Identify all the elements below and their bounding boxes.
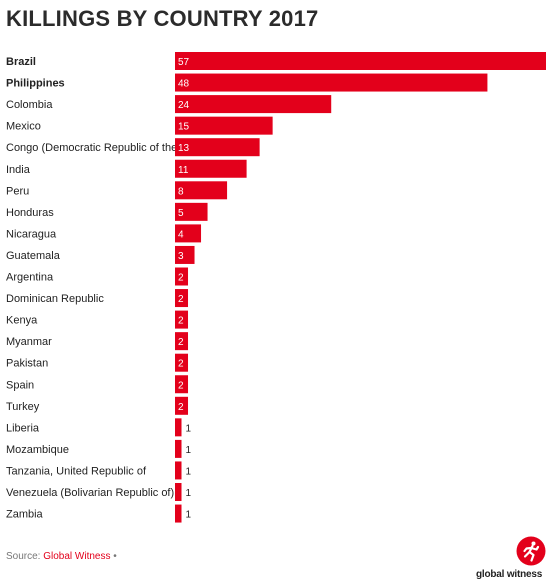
value-label: 8 [178, 186, 184, 197]
bar [175, 159, 247, 178]
value-label: 57 [178, 57, 190, 68]
bar-row: Nicaragua 4 [6, 224, 202, 243]
value-label: 3 [178, 251, 184, 262]
value-label: 1 [186, 466, 192, 477]
bar-row: Pakistan 2 [6, 353, 189, 372]
category-label: Argentina [6, 272, 54, 284]
category-label: Honduras [6, 207, 54, 219]
value-label: 11 [178, 165, 189, 176]
value-label: 2 [178, 273, 184, 284]
category-label: Kenya [6, 315, 38, 327]
bar [175, 418, 182, 437]
bar-row: Mozambique 1 [6, 439, 192, 458]
logo-text: global witness [476, 569, 543, 580]
bar-row: Myanmar 2 [6, 332, 189, 351]
category-label: Liberia [6, 422, 40, 434]
value-label: 1 [186, 488, 192, 499]
bar-row: Venezuela (Bolivarian Republic of) 1 [6, 483, 192, 501]
category-label: Zambia [6, 509, 44, 521]
bar [175, 138, 260, 157]
value-label: 1 [186, 445, 192, 456]
bar-row: Zambia 1 [6, 504, 192, 523]
category-label: Dominican Republic [6, 293, 104, 305]
global-witness-logo-icon [516, 536, 546, 566]
category-label: Spain [6, 379, 34, 391]
category-label: Colombia [6, 99, 53, 111]
bar-row: Spain 2 [6, 375, 189, 394]
bar [175, 439, 182, 458]
value-label: 2 [178, 294, 184, 305]
source-note: Source: Global Witness • [6, 551, 117, 562]
bar [175, 245, 195, 264]
bar [175, 375, 189, 394]
bar-row: Honduras 5 [6, 202, 208, 221]
bar [175, 332, 189, 351]
bar-row: India 11 [6, 159, 247, 178]
value-label: 15 [178, 122, 190, 133]
bar-row: Kenya 2 [6, 310, 189, 329]
category-label: Tanzania, United Republic of [6, 465, 147, 477]
value-label: 5 [178, 208, 184, 219]
source-link[interactable]: Global Witness [43, 551, 111, 562]
bar [175, 181, 228, 200]
category-label: Nicaragua [6, 228, 57, 240]
bar-row: Liberia 1 [6, 418, 192, 437]
bar-row: Tanzania, United Republic of 1 [6, 461, 192, 480]
value-label: 13 [178, 143, 190, 154]
bar [175, 73, 488, 92]
value-label: 2 [178, 380, 184, 391]
value-label: 2 [178, 359, 184, 370]
bar-row: Peru 8 [6, 181, 228, 200]
bar [175, 310, 189, 329]
bar [175, 224, 202, 243]
bar [175, 483, 182, 501]
category-label: Mozambique [6, 444, 69, 456]
category-label: Brazil [6, 56, 36, 68]
value-label: 24 [178, 100, 190, 111]
bar [175, 289, 189, 308]
category-label: Congo (Democratic Republic of the) [6, 142, 181, 154]
bar-row: Philippines 48 [6, 73, 488, 92]
category-label: Mexico [6, 121, 41, 133]
value-label: 2 [178, 316, 184, 327]
chart-title: KILLINGS BY COUNTRY 2017 [6, 6, 319, 31]
source-suffix: • [110, 551, 117, 562]
bar [175, 461, 182, 480]
bar [175, 353, 189, 372]
value-label: 2 [178, 402, 184, 413]
bar [175, 504, 182, 523]
bar-row: Congo (Democratic Republic of the)13 [6, 138, 260, 157]
bar-row: Turkey 2 [6, 396, 189, 415]
category-label: Peru [6, 185, 29, 197]
bar [175, 95, 332, 114]
bar [175, 267, 189, 286]
value-label: 2 [178, 337, 184, 348]
category-label: Pakistan [6, 358, 48, 370]
bar-row: Guatemala 3 [6, 245, 195, 264]
category-label: Guatemala [6, 250, 61, 262]
bar [175, 396, 189, 415]
bar [175, 52, 546, 70]
category-label: Turkey [6, 401, 40, 413]
bar-row: Colombia 24 [6, 95, 332, 114]
bar-row: Brazil 57 [6, 52, 546, 70]
bar-row: Dominican Republic 2 [6, 289, 189, 308]
category-label: India [6, 164, 31, 176]
category-label: Myanmar [6, 336, 52, 348]
value-label: 1 [186, 423, 192, 434]
bar [175, 116, 273, 135]
bar [175, 202, 208, 221]
value-label: 1 [186, 510, 192, 521]
value-label: 4 [178, 229, 184, 240]
bar-row: Mexico 15 [6, 116, 273, 135]
source-label: Source: [6, 551, 44, 562]
value-label: 48 [178, 79, 190, 90]
category-label: Venezuela (Bolivarian Republic of) [6, 487, 174, 499]
bar-row: Argentina 2 [6, 267, 189, 286]
category-label: Philippines [6, 78, 65, 90]
